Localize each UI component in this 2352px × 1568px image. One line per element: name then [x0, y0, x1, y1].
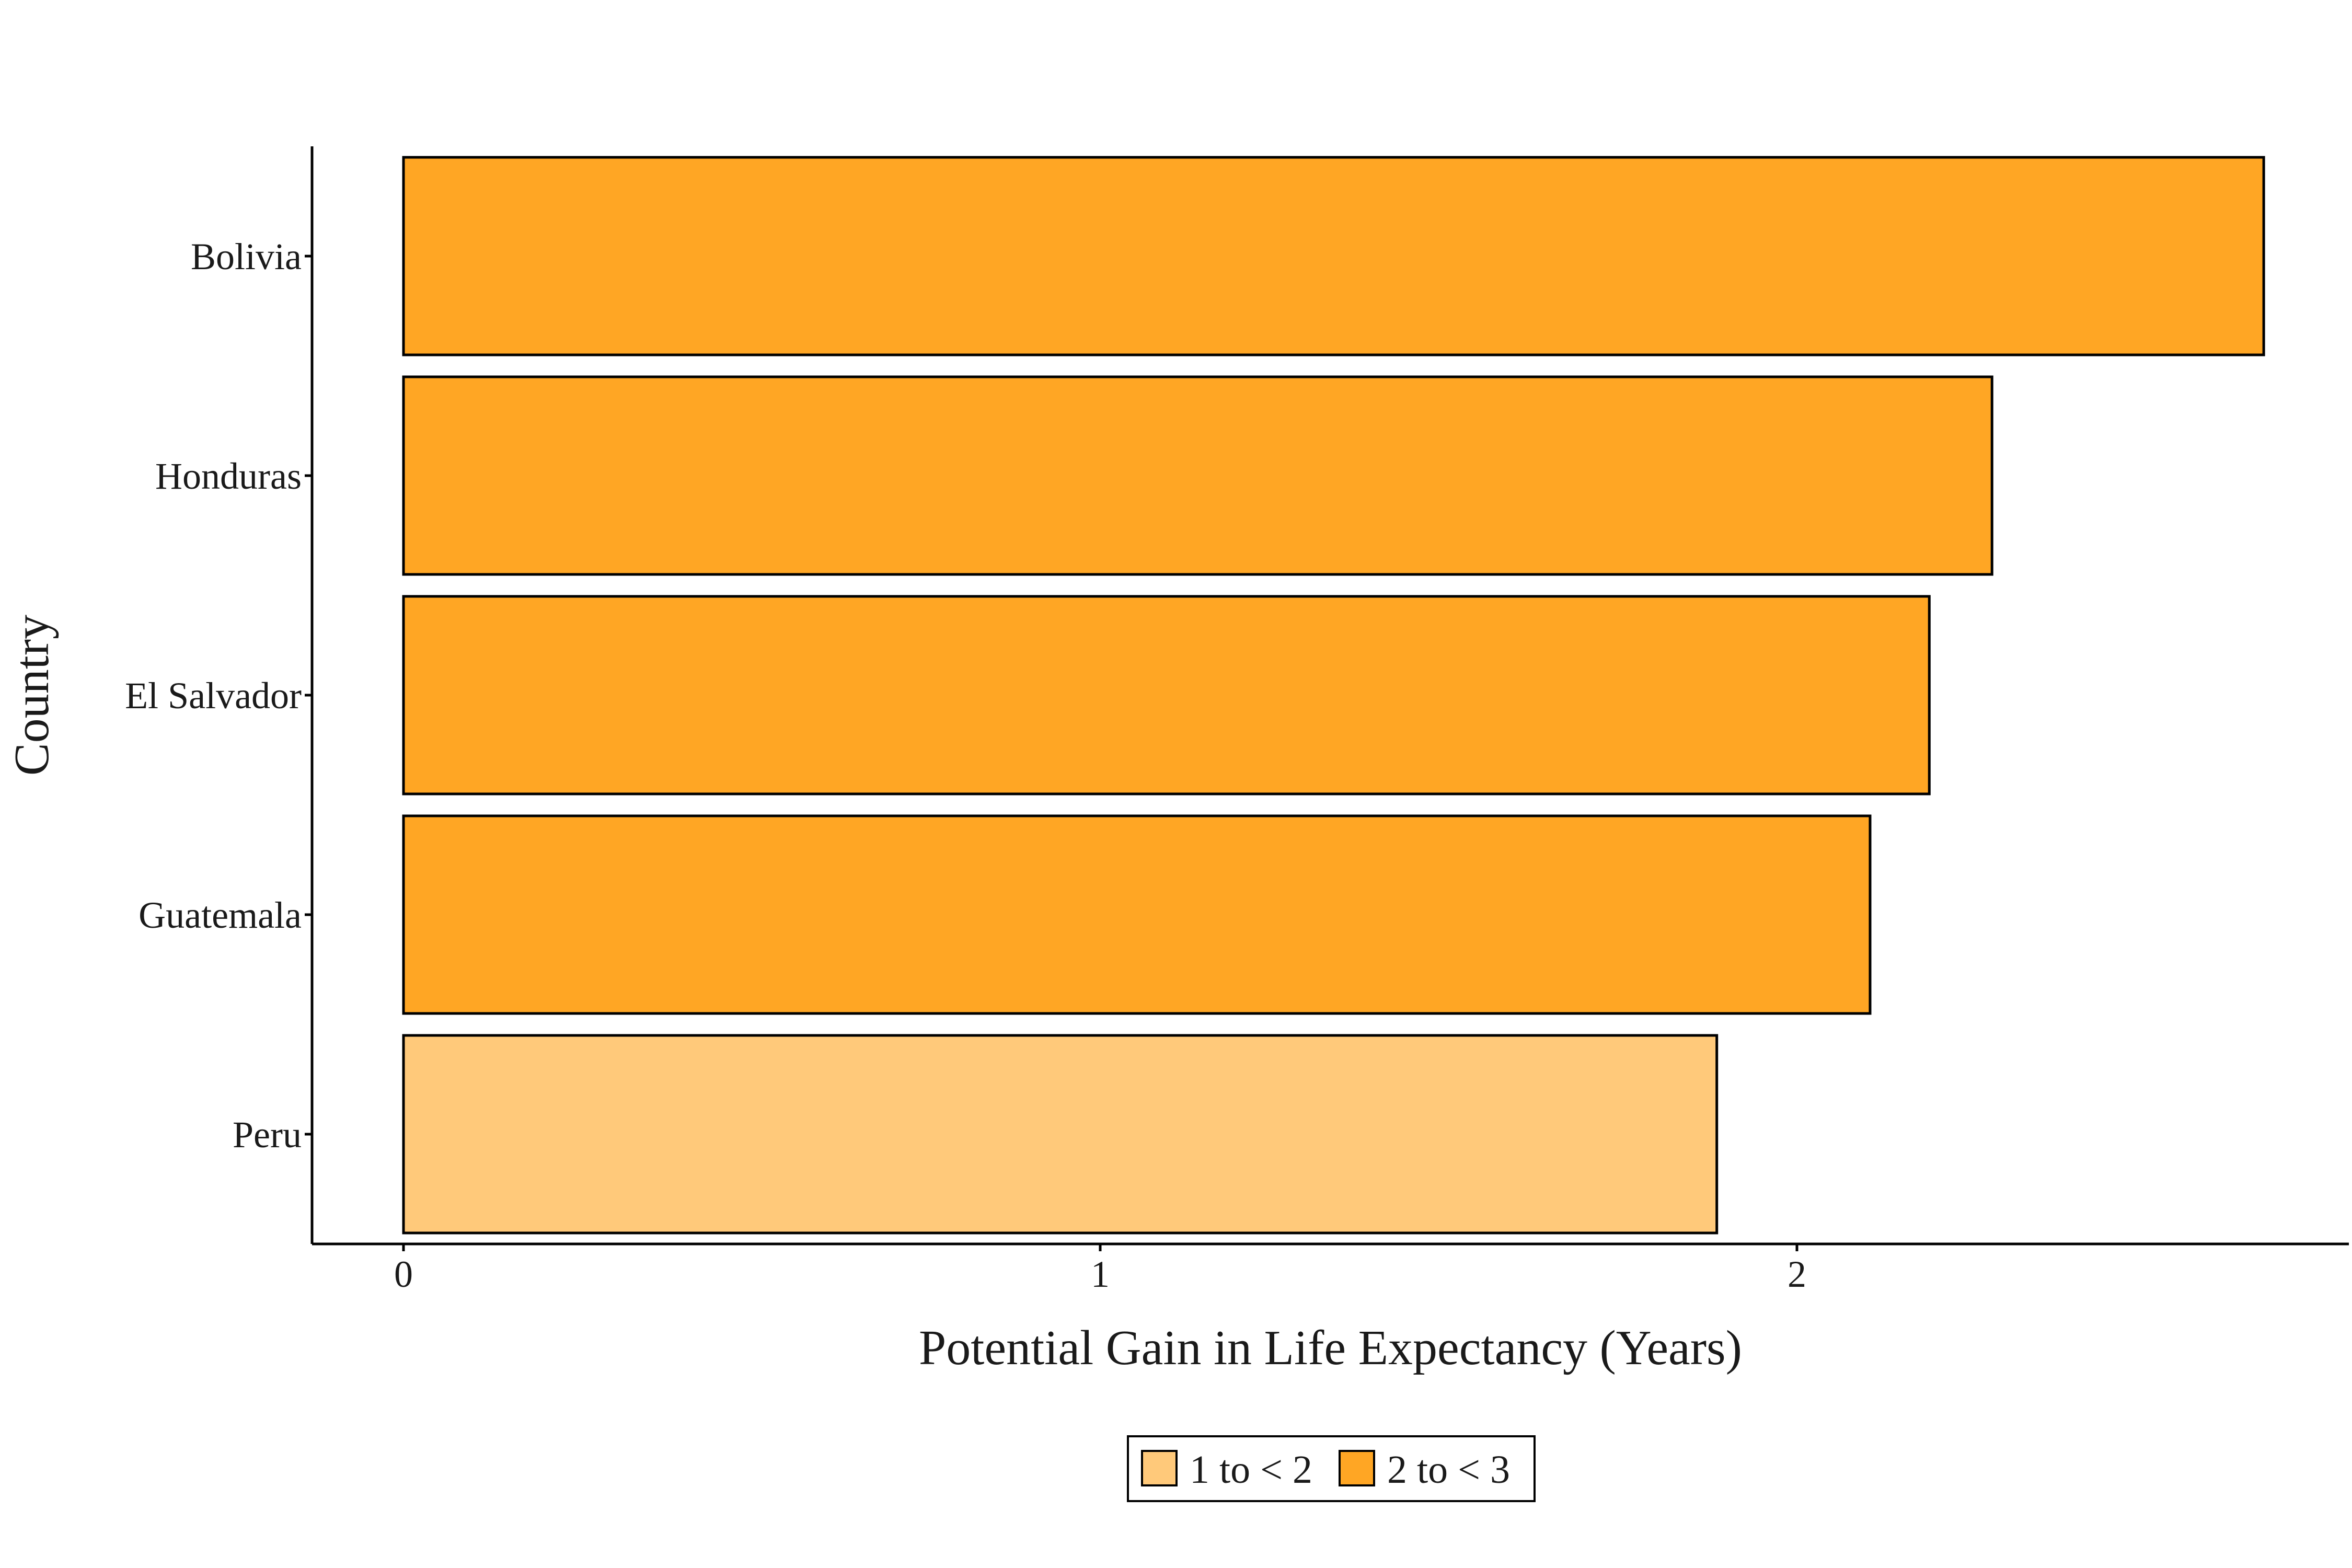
- y-tick-label: Honduras: [155, 455, 302, 497]
- y-tick-label: Bolivia: [191, 236, 302, 278]
- bar-peru: [402, 1034, 1719, 1235]
- y-tick-label: Guatemala: [139, 894, 302, 936]
- legend-box: [1127, 1435, 1536, 1502]
- legend: 1 to < 2 2 to < 3: [1127, 1435, 1536, 1502]
- bar-honduras: [402, 375, 1993, 576]
- legend-key: [1339, 1450, 1375, 1486]
- x-tick-label: 0: [394, 1253, 413, 1295]
- x-tick-label: 1: [1091, 1253, 1110, 1295]
- y-tick-label: El Salvador: [125, 675, 302, 717]
- bar-el-salvador: [402, 595, 1931, 795]
- legend-label: 1 to < 2: [1190, 1448, 1312, 1492]
- x-axis-title: Potential Gain in Life Expectancy (Years…: [919, 1321, 1742, 1375]
- x-axis-ticks: 0 1 2: [394, 1244, 1806, 1295]
- y-axis-ticks: Bolivia Honduras El Salvador Guatemala Peru: [125, 236, 312, 1156]
- y-tick-label: Peru: [233, 1114, 302, 1156]
- legend-key: [1141, 1450, 1178, 1486]
- bar-guatemala: [402, 814, 1872, 1015]
- y-axis-title: Country: [5, 615, 59, 776]
- bars-group: [402, 156, 2265, 1235]
- bar-bolivia: [402, 156, 2265, 356]
- legend-label: 2 to < 3: [1387, 1448, 1510, 1492]
- x-tick-label: 2: [1788, 1253, 1806, 1295]
